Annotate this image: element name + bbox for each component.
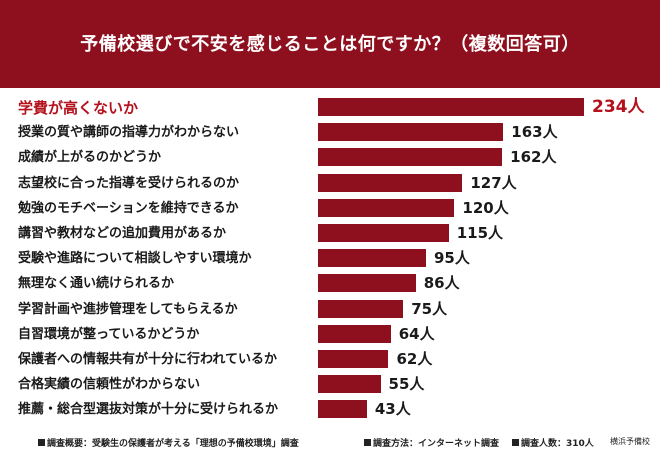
bar-row: 保護者への情報共有が十分に行われているか 62人: [0, 348, 660, 372]
square-bullet-icon: [512, 439, 519, 446]
header-banner: 予備校選びで不安を感じることは何ですか？（複数回答可）: [0, 0, 660, 88]
value-label: 75人: [411, 299, 448, 318]
category-label: 受験や進路について相談しやすい環境か: [18, 251, 252, 267]
category-label: 自習環境が整っているかどうか: [18, 326, 200, 342]
survey-respondents: 調査人数：310人: [512, 436, 594, 449]
bar: [318, 375, 381, 394]
chart-title: 予備校選びで不安を感じることは何ですか？（複数回答可）: [80, 34, 580, 55]
bar-row: 志望校に合った指導を受けられるのか 127人: [0, 172, 660, 196]
square-bullet-icon: [364, 439, 371, 446]
value-label: 86人: [423, 274, 460, 293]
value-label: 62人: [396, 350, 433, 368]
category-label: 講習や教材などの追加費用があるか: [18, 226, 227, 241]
value-label: 163人: [511, 123, 558, 142]
bar-row: 学習計画や進捗管理をしてもらえるか 75人: [0, 298, 660, 322]
category-label: 学習計画や進捗管理をしてもらえるか: [18, 301, 238, 317]
value-label: 127人: [470, 173, 517, 192]
bar-row: 授業の質や講師の指導力がわからない 163人: [0, 121, 660, 145]
bar: [318, 249, 426, 268]
bar: [318, 98, 584, 116]
bar: [318, 400, 367, 419]
category-label: 志望校に合った指導を受けられるのか: [18, 175, 240, 191]
category-label: 合格実績の信頼性がわからない: [18, 377, 201, 393]
value-label: 43人: [374, 400, 411, 419]
square-bullet-icon: [38, 439, 45, 446]
bar-row: 勉強のモチベーションを維持できるか 120人: [0, 197, 660, 221]
value-label: 234人: [592, 97, 645, 117]
value-label: 55人: [388, 375, 425, 394]
survey-method: 調査方法：インターネット調査: [364, 436, 499, 449]
bar: [318, 198, 455, 217]
bar-row: 自習環境が整っているかどうか 64人: [0, 323, 660, 347]
bar: [318, 299, 404, 318]
value-label: 95人: [433, 249, 470, 268]
bar: [318, 274, 416, 293]
bar-row: 無理なく通い続けられるか 86人: [0, 272, 660, 296]
bar-chart: 学費が高くないか 234人授業の質や講師の指導力がわからない 163人成績が上がるの…: [0, 96, 660, 426]
bar: [318, 350, 389, 368]
bar-row: 講習や教材などの追加費用があるか 115人: [0, 222, 660, 246]
category-label: 推薦・総合型選抜対策が十分に受けられるか: [18, 402, 279, 418]
value-label: 115人: [456, 224, 504, 242]
bar-row: 学費が高くないか 234人: [0, 96, 660, 120]
bar: [318, 148, 503, 167]
bar-row: 成績が上がるのかどうか 162人: [0, 146, 660, 170]
bar: [318, 173, 463, 192]
bar: [318, 324, 391, 343]
category-label: 保護者への情報共有が十分に行われているか: [18, 352, 277, 367]
survey-overview: 調査概要：受験生の保護者が考える「理想の予備校環境」調査: [38, 436, 299, 449]
category-label: 授業の質や講師の指導力がわからない: [18, 125, 240, 141]
credit-logo: 横浜予備校: [610, 437, 650, 446]
category-label: 勉強のモチベーションを維持できるか: [18, 200, 239, 216]
value-label: 162人: [510, 148, 557, 167]
bar-row: 受験や進路について相談しやすい環境か 95人: [0, 247, 660, 271]
category-label: 学費が高くないか: [18, 99, 139, 117]
value-label: 64人: [398, 324, 435, 343]
bar: [318, 123, 504, 142]
footer: 調査概要：受験生の保護者が考える「理想の予備校環境」調査 調査方法：インターネッ…: [0, 434, 660, 450]
bar-row: 合格実績の信頼性がわからない 55人: [0, 373, 660, 397]
category-label: 成績が上がるのかどうか: [18, 150, 162, 166]
bar-row: 推薦・総合型選抜対策が十分に受けられるか 43人: [0, 398, 660, 422]
bar: [318, 224, 449, 242]
category-label: 無理なく通い続けられるか: [18, 276, 175, 292]
value-label: 120人: [462, 198, 509, 217]
